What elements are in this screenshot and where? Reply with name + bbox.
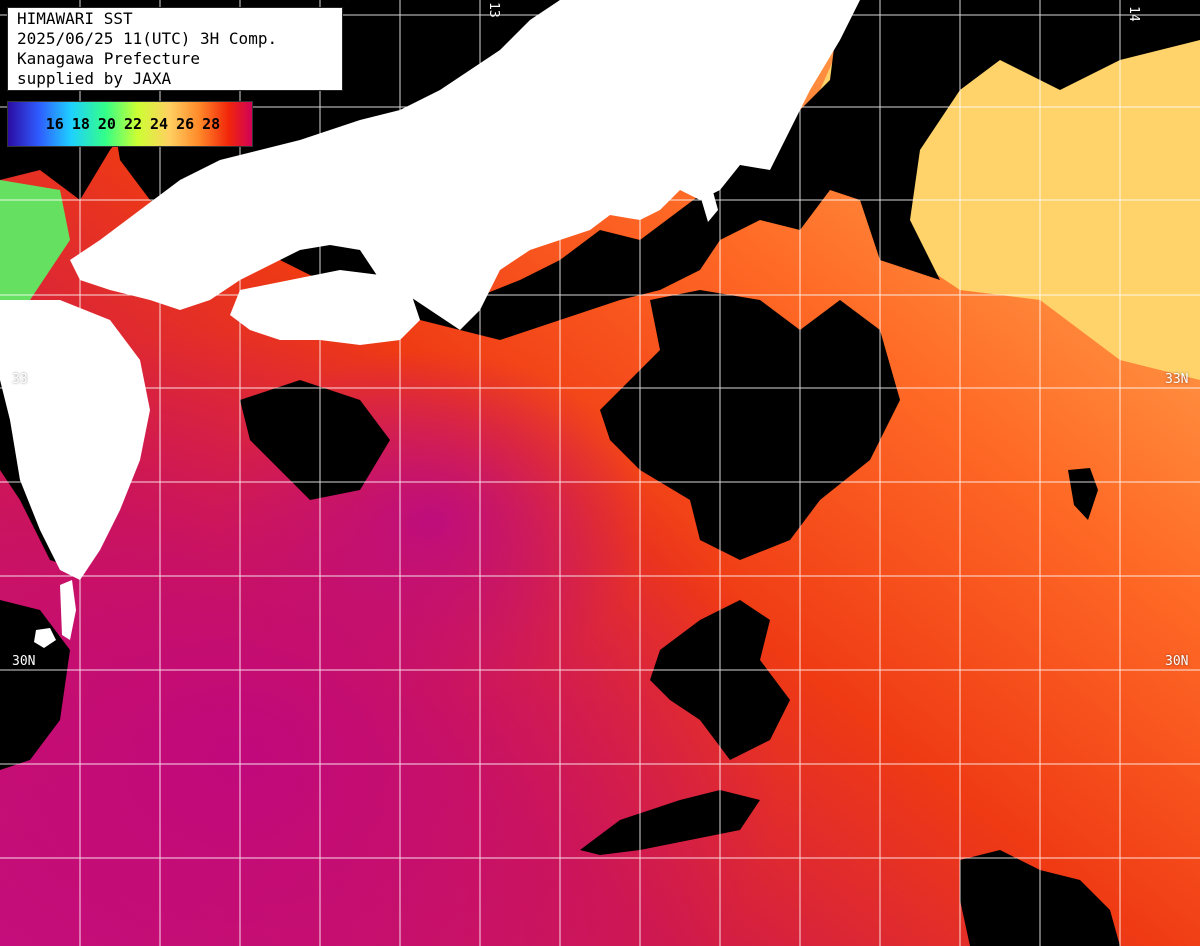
land-shikoku bbox=[230, 270, 420, 345]
cloud-lower-left bbox=[0, 600, 70, 770]
legend-tick: 20 bbox=[97, 115, 116, 133]
land-izu-island bbox=[700, 188, 718, 222]
cloud-southwest-patch bbox=[240, 380, 390, 500]
lon-label-top-1: 13 bbox=[486, 2, 501, 18]
title-line-datetime: 2025/06/25 11(UTC) 3H Comp. bbox=[17, 29, 278, 48]
land-honshu bbox=[70, 0, 860, 330]
title-line-credit: supplied by JAXA bbox=[17, 69, 172, 88]
legend-tick: 28 bbox=[202, 115, 221, 133]
cloud-central bbox=[600, 290, 900, 560]
lat-label-30n-left: 30N bbox=[12, 654, 36, 669]
green-water-northwest bbox=[0, 180, 70, 310]
legend-color-bar bbox=[7, 101, 253, 147]
lat-label-30n-right: 30N bbox=[1165, 654, 1189, 669]
title-line-prefecture: Kanagawa Prefecture bbox=[17, 49, 201, 68]
land-kyushu bbox=[0, 300, 150, 580]
land-tanegashima bbox=[60, 580, 76, 640]
cloud-south-band bbox=[580, 790, 760, 855]
title-box: HIMAWARI SST 2025/06/25 11(UTC) 3H Comp.… bbox=[7, 7, 343, 91]
lon-label-top-2: 14 bbox=[1126, 6, 1141, 22]
legend-tick: 22 bbox=[123, 115, 143, 133]
temperature-legend: 16 18 20 22 24 26 28 bbox=[7, 101, 253, 147]
legend-tick: 18 bbox=[71, 115, 90, 133]
lat-label-33-left: 33 bbox=[12, 372, 28, 387]
legend-tick: 24 bbox=[150, 115, 169, 133]
land-small-island bbox=[34, 628, 56, 648]
cloud-east-spot bbox=[1068, 468, 1098, 520]
legend-tick: 26 bbox=[176, 115, 195, 133]
title-line-product: HIMAWARI SST bbox=[17, 9, 133, 28]
lat-label-33n-right: 33N bbox=[1165, 372, 1189, 387]
legend-tick: 16 bbox=[45, 115, 64, 133]
